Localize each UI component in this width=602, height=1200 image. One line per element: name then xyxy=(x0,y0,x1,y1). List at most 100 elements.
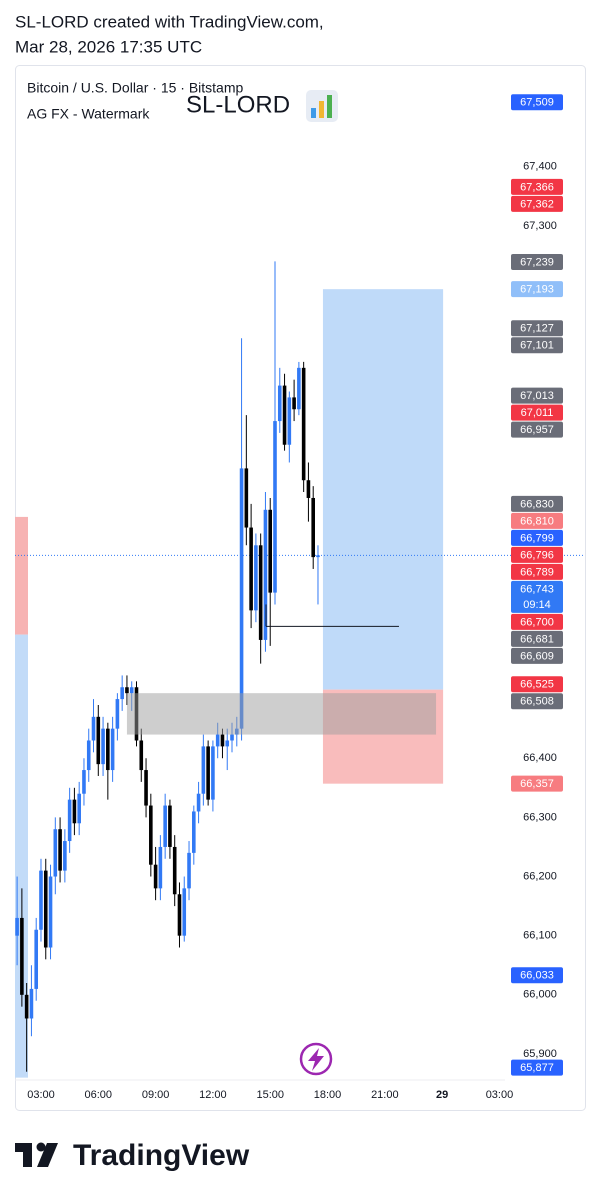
left-zone xyxy=(15,634,28,1078)
price-label-box xyxy=(511,647,563,664)
y-tick-label: 67,300 xyxy=(523,220,557,232)
candle-body xyxy=(201,746,206,794)
price-label-box xyxy=(511,613,563,630)
candle-body xyxy=(182,888,187,936)
x-tick-label: 15:00 xyxy=(256,1089,284,1101)
candle-body xyxy=(115,699,120,729)
price-label: 66,789 xyxy=(520,566,554,578)
candle-body xyxy=(168,805,172,847)
price-label-box xyxy=(511,630,563,647)
price-label-box xyxy=(511,580,563,613)
candle-body xyxy=(277,385,282,422)
candle-body xyxy=(34,929,39,989)
candle-body xyxy=(316,555,320,558)
symbol-line: Bitcoin / U.S. Dollar · 15 · Bitstamp xyxy=(27,80,244,96)
candle-body xyxy=(292,397,296,410)
price-label-box xyxy=(511,693,563,710)
y-tick-label: 66,100 xyxy=(523,930,557,942)
x-tick-label: 12:00 xyxy=(199,1089,227,1101)
candle-body xyxy=(263,509,268,640)
price-label-box xyxy=(511,546,563,563)
price-label-box xyxy=(511,195,563,212)
candle-body xyxy=(196,793,201,812)
candle-body xyxy=(63,841,67,871)
price-label: 66,799 xyxy=(520,532,554,544)
candle-body xyxy=(172,846,177,895)
candle-body xyxy=(306,480,311,498)
candle-body xyxy=(163,805,167,847)
price-label-box xyxy=(511,1059,563,1076)
watermark-icon xyxy=(306,90,338,122)
candle-body xyxy=(153,864,158,889)
y-tick-label: 66,300 xyxy=(523,811,557,823)
y-tick-label: 66,400 xyxy=(523,752,557,764)
candle-body xyxy=(129,687,134,694)
candle-body xyxy=(82,770,86,794)
brand-name: TradingView xyxy=(73,1139,250,1172)
candle-body xyxy=(43,870,48,948)
price-label-box xyxy=(511,495,563,512)
candle-body xyxy=(158,846,163,889)
candle-body xyxy=(211,746,215,800)
candle-body xyxy=(244,468,249,528)
price-label: 67,239 xyxy=(520,256,554,268)
candle-body xyxy=(20,917,24,995)
candle-body xyxy=(106,728,110,771)
left-zone xyxy=(15,516,28,635)
plot xyxy=(15,261,585,1078)
price-label-box xyxy=(511,320,563,337)
price-countdown: 09:14 xyxy=(523,599,551,611)
caption: SL-LORD created with TradingView.com, xyxy=(15,12,324,31)
x-tick-label: 03:00 xyxy=(27,1089,55,1101)
candle-body xyxy=(86,740,91,771)
brand-logo xyxy=(15,1142,58,1167)
price-label: 67,362 xyxy=(520,198,554,210)
candle-body xyxy=(187,852,191,889)
candle-body xyxy=(192,811,196,853)
x-tick-label: 29 xyxy=(436,1089,448,1101)
price-label-box xyxy=(511,253,563,270)
candle-body xyxy=(91,716,96,741)
price-label-box xyxy=(511,404,563,421)
price-label: 67,509 xyxy=(520,97,554,109)
supply-zone xyxy=(126,693,437,735)
price-label-box xyxy=(511,421,563,438)
candle-body xyxy=(254,545,258,611)
candle-body xyxy=(125,687,129,694)
candle-body xyxy=(67,799,72,842)
caption: Mar 28, 2026 17:35 UTC xyxy=(15,37,202,56)
candle-body xyxy=(72,799,77,824)
price-label: 66,796 xyxy=(520,549,554,561)
x-tick-label: 03:00 xyxy=(486,1089,514,1101)
price-label: 66,700 xyxy=(520,616,554,628)
x-tick-label: 09:00 xyxy=(142,1089,170,1101)
price-label-box xyxy=(511,281,563,298)
x-tick-label: 18:00 xyxy=(314,1089,342,1101)
price-label: 66,810 xyxy=(520,515,554,527)
price-label: 67,101 xyxy=(520,340,554,352)
price-label: 67,366 xyxy=(520,181,554,193)
candle-body xyxy=(249,527,253,611)
candle-body xyxy=(144,770,148,806)
candle-body xyxy=(301,367,306,481)
price-label: 66,681 xyxy=(520,633,554,645)
candle-body xyxy=(149,805,153,865)
candle-body xyxy=(96,716,101,765)
candle-body xyxy=(58,829,62,871)
candle-body xyxy=(48,876,53,948)
x-tick-label: 06:00 xyxy=(85,1089,113,1101)
price-label: 66,033 xyxy=(520,970,554,982)
price-label-box xyxy=(511,512,563,529)
price-label-box xyxy=(511,676,563,693)
candle-body xyxy=(39,870,43,930)
price-label: 66,957 xyxy=(520,424,554,436)
price-label-box xyxy=(511,563,563,580)
price-label: 66,525 xyxy=(520,679,554,691)
lightning-icon xyxy=(299,1042,333,1076)
candle-body xyxy=(268,509,273,593)
candle-body xyxy=(77,793,81,824)
candle-body xyxy=(311,497,316,558)
candle-body xyxy=(206,746,210,800)
